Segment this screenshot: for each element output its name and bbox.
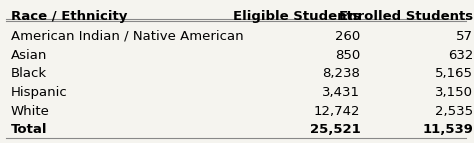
Text: 57: 57 bbox=[456, 30, 473, 43]
Text: 8,238: 8,238 bbox=[323, 67, 360, 80]
Text: 11,539: 11,539 bbox=[422, 123, 473, 136]
Text: Black: Black bbox=[11, 67, 47, 80]
Text: Enrolled Students: Enrolled Students bbox=[339, 10, 473, 23]
Text: 850: 850 bbox=[335, 49, 360, 62]
Text: 25,521: 25,521 bbox=[310, 123, 360, 136]
Text: Race / Ethnicity: Race / Ethnicity bbox=[11, 10, 127, 23]
Text: Eligible Students: Eligible Students bbox=[233, 10, 360, 23]
Text: 3,431: 3,431 bbox=[322, 86, 360, 99]
Text: 260: 260 bbox=[335, 30, 360, 43]
Text: 3,150: 3,150 bbox=[435, 86, 473, 99]
Text: Hispanic: Hispanic bbox=[11, 86, 67, 99]
Text: 5,165: 5,165 bbox=[435, 67, 473, 80]
Text: 632: 632 bbox=[448, 49, 473, 62]
Text: American Indian / Native American: American Indian / Native American bbox=[11, 30, 244, 43]
Text: 12,742: 12,742 bbox=[314, 105, 360, 118]
Text: White: White bbox=[11, 105, 50, 118]
Text: 2,535: 2,535 bbox=[435, 105, 473, 118]
Text: Asian: Asian bbox=[11, 49, 47, 62]
Text: Total: Total bbox=[11, 123, 47, 136]
